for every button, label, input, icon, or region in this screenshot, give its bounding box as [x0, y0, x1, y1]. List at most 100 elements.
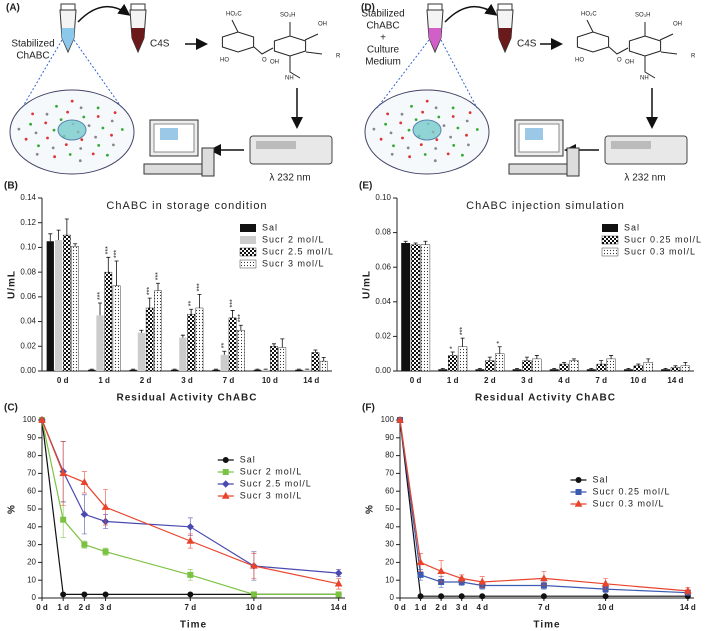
molecule-dot: [452, 144, 456, 147]
molecule-dot: [68, 153, 72, 156]
error-bar: [599, 360, 604, 365]
significance: ***: [105, 246, 112, 254]
molecule-label: O: [262, 58, 267, 64]
legend-label: Sal: [262, 222, 278, 232]
enzyme: [57, 119, 87, 141]
keyboard: [143, 163, 203, 175]
legend-label: Sucr 2 mol/L: [240, 466, 303, 476]
molecule-label: NH: [285, 76, 294, 82]
sample-label: ChABC: [16, 51, 49, 62]
error-bar: [609, 355, 614, 359]
sample-label: ChABC: [366, 21, 399, 32]
molecule-label: R: [691, 54, 696, 60]
bar: [559, 363, 569, 372]
legend-swatch: [239, 247, 257, 257]
molecule-dot: [401, 136, 404, 140]
bar: [187, 313, 195, 372]
bar: [88, 369, 96, 371]
legend-swatch: [602, 224, 618, 232]
x-tick-label: 10 d: [598, 603, 614, 612]
x-tick-label: 14 d: [303, 376, 319, 385]
y-tick-label: 40: [385, 522, 394, 531]
y-tick-label: 10: [27, 575, 36, 584]
bar: [670, 367, 681, 372]
x-tick-label: 4 d: [476, 603, 488, 612]
molecule-dot: [66, 110, 69, 114]
molecule-dot: [34, 131, 38, 135]
bar: [104, 271, 113, 372]
x-axis-label: Time: [533, 620, 560, 631]
sugar-ring: [576, 31, 610, 53]
bar: [170, 369, 179, 371]
bar: [457, 346, 468, 372]
bar: [661, 369, 670, 371]
y-tick-label: 0.10: [20, 243, 36, 252]
y-tick-label: 20: [385, 558, 394, 567]
sugar-ring: [221, 31, 255, 53]
x-tick-label: 2 d: [79, 603, 91, 612]
significance: ***: [113, 250, 120, 258]
error-bar: [147, 297, 152, 308]
significance: ***: [196, 283, 203, 291]
bar: [278, 347, 287, 372]
molecule-dot: [425, 99, 429, 103]
x-tick-label: 10 d: [630, 376, 646, 385]
bar: [606, 358, 616, 372]
molecule-dot: [379, 137, 383, 141]
bar: [448, 355, 458, 372]
bar: [633, 365, 643, 372]
wavelength-label: λ 232 nm: [269, 173, 310, 184]
molecule-dot: [446, 152, 450, 156]
bond: [586, 19, 678, 79]
error-bar: [214, 368, 218, 370]
molecule-dot: [82, 115, 86, 119]
y-tick-label: 0.06: [20, 292, 36, 301]
y-tick-label: 80: [27, 451, 36, 460]
error-bar: [222, 350, 227, 355]
point: [60, 591, 67, 598]
tower: [566, 147, 580, 177]
x-tick-label: 2 d: [435, 603, 447, 612]
molecule-dot: [24, 137, 28, 141]
point: [540, 574, 548, 582]
molecule-dot: [51, 146, 55, 150]
molecule-dot: [112, 143, 115, 147]
bar: [643, 362, 653, 372]
y-axis-label: %: [7, 504, 18, 514]
x-tick-label: 7 d: [223, 376, 235, 385]
molecule-label: HO₂C: [581, 12, 597, 18]
sample-label: Culture: [367, 45, 400, 56]
molecule-dot: [421, 110, 424, 114]
y-tick-label: 60: [27, 486, 36, 495]
molecule-dot: [79, 106, 83, 110]
error-bar: [272, 343, 276, 347]
y-tick-label: 0.02: [375, 332, 391, 341]
error-bar: [238, 324, 243, 331]
y-axis-label: U/mL: [362, 270, 373, 299]
tube-liquid: [428, 28, 442, 51]
molecule-dot: [400, 112, 404, 116]
panel-label: (C): [4, 403, 18, 414]
error-bar: [230, 310, 235, 318]
panel-label: (E): [359, 181, 372, 192]
point: [417, 571, 424, 578]
x-tick-label: 3 d: [456, 603, 468, 612]
error-bar: [305, 368, 310, 370]
molecule-dot: [468, 111, 472, 114]
wavelength-label: λ 232 nm: [624, 173, 665, 184]
bar: [532, 358, 542, 372]
tube-liquid: [61, 28, 75, 51]
molecule-dot: [451, 106, 455, 110]
legend-label: Sucr 2.5 mol/L: [240, 478, 312, 488]
molecule-dot: [70, 99, 74, 103]
guide: [73, 39, 123, 109]
molecule-dot: [372, 127, 376, 131]
tube-cap: [497, 3, 513, 11]
bond: [231, 19, 323, 79]
point: [416, 558, 425, 566]
x-tick-label: 10 d: [246, 603, 262, 612]
molecule-dot: [110, 119, 114, 123]
error-bar: [73, 243, 78, 247]
tube-liquid: [498, 28, 512, 51]
x-tick-label: 10 d: [262, 376, 278, 385]
